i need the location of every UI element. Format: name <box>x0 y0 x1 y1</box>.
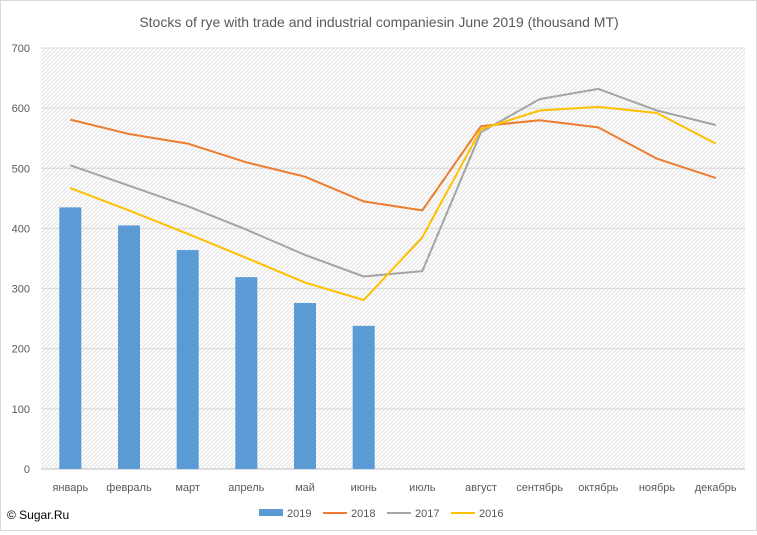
series-line-2017 <box>69 87 716 278</box>
series-line-2016 <box>69 105 717 301</box>
x-tick-label: май <box>295 482 315 494</box>
legend-label-2016: 2016 <box>479 508 503 520</box>
legend-label-2019: 2019 <box>287 508 311 520</box>
chart-title: Stocks of rye with trade and industrial … <box>139 14 618 30</box>
plot-area <box>41 48 745 469</box>
x-tick-label: январь <box>52 482 88 494</box>
x-tick-label: февраль <box>106 482 152 494</box>
y-tick-label: 600 <box>12 103 30 115</box>
legend-swatch-2019 <box>259 509 283 516</box>
watermark-text: © Sugar.Ru <box>7 508 70 522</box>
bar-2019 <box>235 277 258 469</box>
x-tick-label: сентябрь <box>516 482 563 494</box>
bar-2019 <box>176 250 199 469</box>
bar-2019 <box>352 325 375 469</box>
x-tick-label: июль <box>409 482 436 494</box>
bar-2019 <box>118 225 140 469</box>
legend-label-2017: 2017 <box>415 508 439 520</box>
x-tick-label: август <box>465 482 497 494</box>
y-tick-label: 300 <box>12 284 30 296</box>
y-tick-label: 400 <box>12 223 30 235</box>
bar-2019 <box>59 207 82 469</box>
y-tick-label: 700 <box>12 43 30 55</box>
x-tick-label: декабрь <box>695 482 737 494</box>
y-tick-label: 200 <box>12 344 30 356</box>
series-line-2018 <box>70 118 717 212</box>
y-tick-label: 500 <box>12 163 30 175</box>
bar-2019 <box>294 303 316 469</box>
y-tick-label: 100 <box>12 404 30 416</box>
legend-label-2018: 2018 <box>351 508 375 520</box>
x-tick-label: октябрь <box>578 482 618 494</box>
x-tick-label: апрель <box>228 482 264 494</box>
y-tick-label: 0 <box>24 464 30 476</box>
x-tick-label: июнь <box>351 482 377 494</box>
x-tick-label: март <box>175 482 200 494</box>
x-tick-label: ноябрь <box>639 482 676 494</box>
